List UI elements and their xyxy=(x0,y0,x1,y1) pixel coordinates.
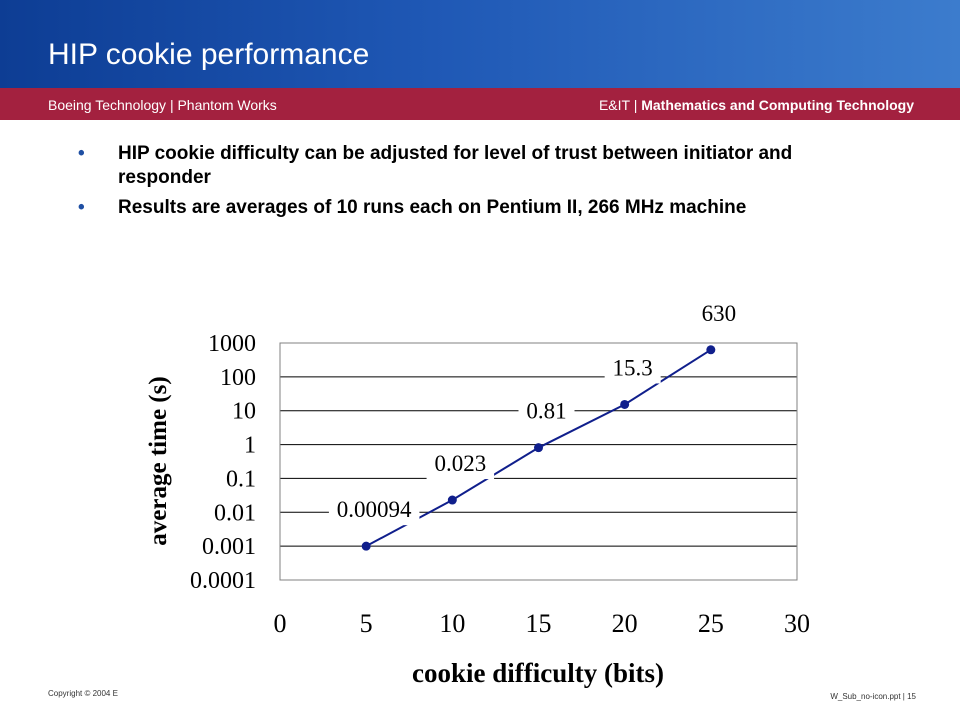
data-point xyxy=(706,345,716,355)
y-tick-label: 10 xyxy=(232,399,256,425)
x-tick-label: 5 xyxy=(360,609,373,638)
y-tick-label: 0.001 xyxy=(202,534,256,560)
bullet-item: • Results are averages of 10 runs each o… xyxy=(78,196,878,220)
bullet-icon: • xyxy=(78,197,85,218)
data-label: 630 xyxy=(702,301,737,326)
y-tick-label: 0.1 xyxy=(226,466,256,492)
series-layer xyxy=(361,345,716,551)
slide-header xyxy=(0,0,960,88)
y-tick-label: 1000 xyxy=(208,331,256,357)
data-label-bg xyxy=(604,355,661,384)
data-point xyxy=(361,541,371,551)
band-right-text: E&IT | Mathematics and Computing Technol… xyxy=(599,97,914,113)
footer-copyright: Copyright © 2004 E xyxy=(48,689,118,698)
y-tick-label: 100 xyxy=(220,365,256,391)
data-label-bg xyxy=(518,398,575,427)
x-tick-labels: 0 5 10 15 20 25 30 xyxy=(274,609,811,638)
bullet-icon: • xyxy=(78,143,85,164)
y-tick-labels: 1000 100 10 1 0.1 0.01 0.001 0.0001 xyxy=(190,331,256,594)
chart-grid xyxy=(280,342,797,581)
data-label-layer: 0.00094 0.023 0.81 15.3 630 xyxy=(328,300,742,526)
data-point xyxy=(447,495,457,505)
bullet-item: • HIP cookie difficulty can be adjusted … xyxy=(78,142,878,190)
data-label-bg xyxy=(696,300,742,329)
bullet-text: Results are averages of 10 runs each on … xyxy=(118,197,747,218)
data-label-bg xyxy=(426,451,495,480)
header-band xyxy=(0,88,960,120)
x-tick-label: 20 xyxy=(612,609,638,638)
x-tick-label: 25 xyxy=(698,609,724,638)
x-tick-label: 0 xyxy=(274,609,287,638)
band-right-prefix: E&IT | xyxy=(598,97,642,113)
y-tick-label: 0.0001 xyxy=(190,568,256,594)
data-label: 15.3 xyxy=(613,355,653,380)
band-right-bold: Mathematics and Computing Technology xyxy=(641,97,914,113)
slide-title: HIP cookie performance xyxy=(48,38,370,71)
data-point xyxy=(534,443,543,453)
y-tick-label: 1 xyxy=(244,433,256,459)
x-tick-label: 30 xyxy=(784,609,810,638)
y-axis-label: average time (s) xyxy=(145,376,172,545)
footer-file-page: W_Sub_no-icon.ppt | 15 xyxy=(830,692,916,701)
bullet-list: • HIP cookie difficulty can be adjusted … xyxy=(78,142,878,226)
x-axis-label: cookie difficulty (bits) xyxy=(412,658,664,688)
data-label-bg xyxy=(328,497,420,526)
plot-area-border xyxy=(279,342,798,581)
data-label: 0.023 xyxy=(434,451,486,476)
data-point xyxy=(620,399,630,409)
data-label: 0.81 xyxy=(526,399,566,424)
bullet-text: HIP cookie difficulty can be adjusted fo… xyxy=(118,143,793,188)
x-tick-label: 10 xyxy=(439,609,465,638)
band-left-text: Boeing Technology | Phantom Works xyxy=(48,97,277,113)
y-tick-label: 0.01 xyxy=(214,500,256,526)
x-tick-label: 15 xyxy=(526,609,552,638)
data-label: 0.00094 xyxy=(337,497,412,522)
